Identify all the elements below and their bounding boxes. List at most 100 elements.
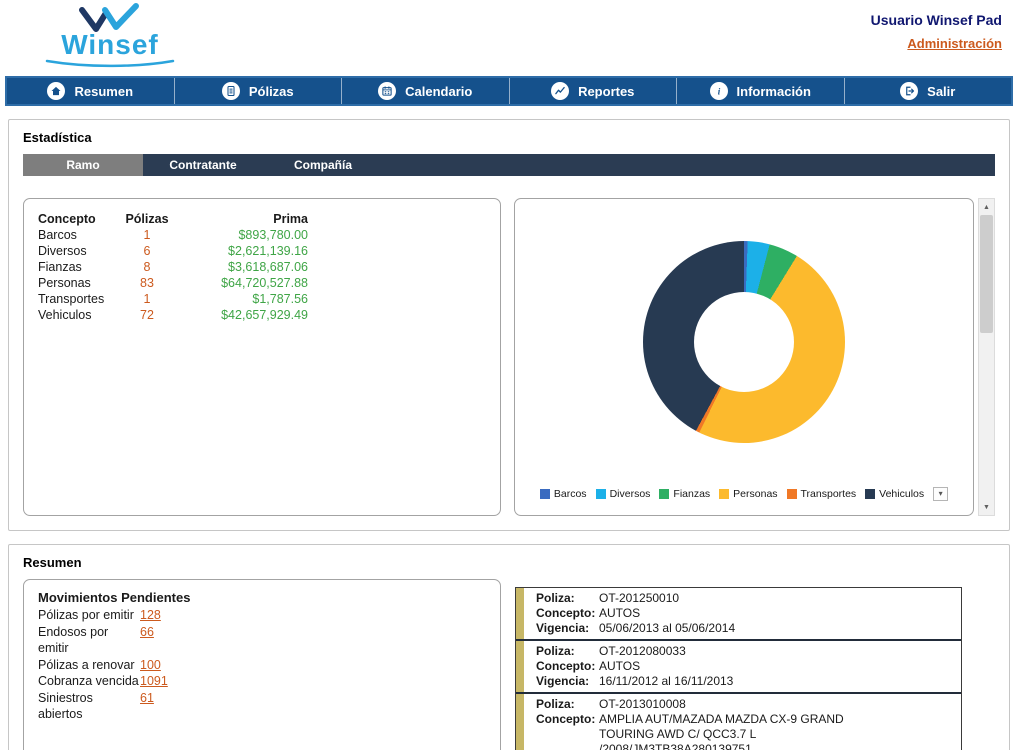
policy-fields: Poliza: OT-201250010 Concepto: AUTOS Vig… <box>524 588 961 639</box>
legend-label: Transportes <box>800 488 857 500</box>
stats-table-row: Barcos 1 $893,780.00 <box>38 227 486 243</box>
policy-list-panel: Poliza: OT-201250010 Concepto: AUTOS Vig… <box>515 587 962 750</box>
nav-item[interactable]: Reportes <box>510 78 677 104</box>
estadistica-panels: Concepto Pólizas Prima Barcos 1 $893,780… <box>23 198 995 516</box>
policy-row[interactable]: Poliza: OT-2012080033 Concepto: AUTOS Vi… <box>516 641 961 694</box>
pendiente-count-link[interactable]: 1091 <box>140 674 168 688</box>
cell-prima: $42,657,929.49 <box>221 308 308 322</box>
cell-polizas: 72 <box>140 308 154 322</box>
nav-item-icon <box>47 82 66 100</box>
nav-item[interactable]: Salir <box>845 78 1012 104</box>
cell-prima: $3,618,687.06 <box>228 260 308 274</box>
resumen-section: Resumen Movimientos Pendientes Pólizas p… <box>8 544 1010 750</box>
pendiente-count-link[interactable]: 61 <box>140 690 154 705</box>
pendiente-count-link[interactable]: 128 <box>140 608 161 622</box>
nav-item[interactable]: Pólizas <box>175 78 342 104</box>
legend-item: Fianzas <box>659 488 710 500</box>
cell-polizas: 8 <box>143 260 151 274</box>
cell-polizas: 83 <box>140 276 154 290</box>
scroll-up-arrow-icon[interactable]: ▲ <box>983 203 990 211</box>
concepto-label: Concepto: <box>536 659 596 673</box>
policy-status-bar <box>516 694 524 750</box>
donut-chart <box>643 241 845 443</box>
nav-item[interactable]: Calendario <box>342 78 510 104</box>
legend-item: Barcos <box>539 488 587 500</box>
cell-polizas: 1 <box>143 228 151 242</box>
policy-label: Poliza: <box>536 697 575 711</box>
pendiente-row: Pólizas por emitir 128 <box>38 607 486 624</box>
legend-more-button[interactable]: ▾ <box>933 487 949 501</box>
main-nav: Resumen Pólizas <box>5 76 1013 106</box>
legend-label: Fianzas <box>673 488 711 500</box>
legend-swatch <box>719 489 730 499</box>
administration-link[interactable]: Administración <box>907 36 1002 51</box>
cell-concepto: Diversos <box>38 244 87 258</box>
resumen-title: Resumen <box>23 555 82 570</box>
nav-item-icon <box>900 82 919 100</box>
pendiente-count-link[interactable]: 100 <box>140 657 161 672</box>
vigencia-label: Vigencia: <box>536 621 590 635</box>
header-user-area: Usuario Winsef Pad Administración <box>871 12 1002 51</box>
nav-item-label: Salir <box>927 83 956 99</box>
nav-item-label: Calendario <box>405 83 473 99</box>
header-prima: Prima <box>273 212 308 226</box>
nav-item-icon: i <box>709 82 728 100</box>
pendiente-label: Pólizas a renovar <box>38 657 135 672</box>
nav-item-icon <box>378 82 397 100</box>
policy-fields: Poliza: OT-2013010008 Concepto: AMPLIA A… <box>524 694 961 750</box>
legend-swatch <box>865 489 876 499</box>
legend-item: Vehiculos <box>865 488 924 500</box>
header-polizas: Pólizas <box>125 212 169 226</box>
policy-status-bar <box>516 641 524 692</box>
nav-item[interactable]: i Información <box>677 78 845 104</box>
legend-swatch <box>595 489 606 499</box>
pendiente-count-link[interactable]: 66 <box>140 624 154 639</box>
home-icon <box>51 86 61 96</box>
policy-number: OT-201250010 <box>599 591 680 605</box>
cell-concepto: Personas <box>38 276 91 290</box>
stats-table-row: Diversos 6 $2,621,139.16 <box>38 243 486 259</box>
document-icon <box>227 85 235 97</box>
scroll-down-arrow-icon[interactable]: ▼ <box>983 503 990 511</box>
resumen-panels: Movimientos Pendientes Pólizas por emiti… <box>23 579 995 750</box>
tab[interactable]: Ramo <box>23 154 143 176</box>
line-chart-icon <box>555 86 565 95</box>
nav-item-icon <box>551 82 570 100</box>
legend-item: Personas <box>719 488 778 500</box>
nav-item[interactable]: Resumen <box>7 78 175 104</box>
winsef-logo: Winsef <box>28 3 192 68</box>
movimientos-pendientes-panel: Movimientos Pendientes Pólizas por emiti… <box>23 579 501 750</box>
legend-swatch <box>539 489 550 499</box>
legend-swatch <box>786 489 797 499</box>
estadistica-tabbar: Ramo Contratante Compañía <box>23 154 995 176</box>
estadistica-title: Estadística <box>23 130 92 145</box>
policy-row[interactable]: Poliza: OT-2013010008 Concepto: AMPLIA A… <box>516 694 961 750</box>
tab[interactable]: Contratante <box>143 154 263 176</box>
policy-vigencia: 16/11/2012 al 16/11/2013 <box>599 674 734 688</box>
pendiente-row: Pólizas a renovar 100 <box>38 657 486 674</box>
policy-concepto: AMPLIA AUT/MAZADA MAZDA CX-9 GRAND TOURI… <box>599 712 844 750</box>
nav-item-label: Resumen <box>74 83 134 99</box>
cell-prima: $893,780.00 <box>238 228 308 242</box>
info-icon: i <box>717 86 720 96</box>
cell-concepto: Vehiculos <box>38 308 92 322</box>
stats-table-panel: Concepto Pólizas Prima Barcos 1 $893,780… <box>23 198 501 516</box>
cell-prima: $64,720,527.88 <box>221 276 308 290</box>
stats-table: Concepto Pólizas Prima Barcos 1 $893,780… <box>38 211 486 323</box>
policy-label: Poliza: <box>536 591 575 605</box>
header: Winsef Usuario Winsef Pad Administración <box>0 0 1018 76</box>
scrollbar-thumb[interactable] <box>980 215 993 333</box>
pendiente-label: Cobranza vencida <box>38 674 139 688</box>
pendiente-row: Cobranza vencida 1091 <box>38 673 486 690</box>
policy-row[interactable]: Poliza: OT-201250010 Concepto: AUTOS Vig… <box>516 588 961 641</box>
tab[interactable]: Compañía <box>263 154 383 176</box>
scrollbar-track[interactable] <box>979 215 994 499</box>
policy-label: Poliza: <box>536 644 575 658</box>
tab-label: Contratante <box>169 158 237 172</box>
winsef-logo-mark-icon <box>79 3 139 32</box>
nav-item-label: Reportes <box>578 83 635 99</box>
pendiente-row: Siniestros abiertos 61 <box>38 690 486 723</box>
vertical-scrollbar[interactable]: ▲ ▼ <box>978 198 995 516</box>
cell-concepto: Fianzas <box>38 260 82 274</box>
chart-panel: Barcos Diversos Fianzas <box>514 198 974 516</box>
